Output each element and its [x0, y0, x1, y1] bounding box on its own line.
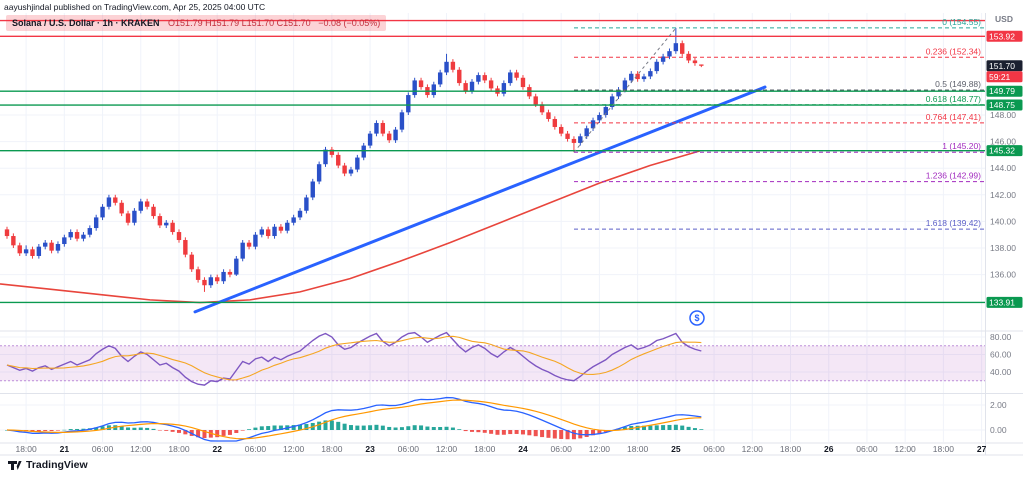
change-value: −0.08 (−0.05%) [318, 18, 381, 28]
svg-text:0.5 (149.88): 0.5 (149.88) [935, 79, 981, 89]
svg-text:149.79: 149.79 [989, 86, 1015, 96]
dollar-sticker-icon[interactable]: $ [689, 310, 705, 326]
svg-text:0.618 (148.77): 0.618 (148.77) [926, 94, 981, 104]
svg-text:40.00: 40.00 [990, 367, 1012, 377]
price-axis[interactable]: USD 148.00 146.00 144.00 142.00 140.00 138.00 1… [986, 14, 1023, 435]
svg-text:148.00: 148.00 [990, 110, 1016, 120]
svg-text:2.00: 2.00 [990, 400, 1007, 410]
svg-text:59:21: 59:21 [989, 72, 1011, 82]
macd-plot [5, 396, 704, 442]
svg-text:06:00: 06:00 [245, 444, 267, 454]
ohlc-values: O151.79 H151.79 L151.70 C151.70 [168, 18, 311, 28]
svg-text:146.00: 146.00 [990, 137, 1016, 147]
svg-text:22: 22 [212, 444, 222, 454]
svg-text:80.00: 80.00 [990, 332, 1012, 342]
svg-text:18:00: 18:00 [168, 444, 190, 454]
svg-text:145.32: 145.32 [989, 146, 1015, 156]
publish-info-text: aayushjindal published on TradingView.co… [4, 2, 266, 12]
svg-text:18:00: 18:00 [15, 444, 37, 454]
rsi-overbought-oversold-band [0, 345, 985, 382]
svg-text:138.00: 138.00 [990, 243, 1016, 253]
svg-text:60.00: 60.00 [990, 350, 1012, 360]
svg-text:12:00: 12:00 [895, 444, 917, 454]
svg-text:27: 27 [977, 444, 987, 454]
svg-text:06:00: 06:00 [92, 444, 114, 454]
svg-text:140.00: 140.00 [990, 216, 1016, 226]
svg-text:12:00: 12:00 [589, 444, 611, 454]
svg-text:24: 24 [518, 444, 528, 454]
svg-text:12:00: 12:00 [283, 444, 305, 454]
svg-text:26: 26 [824, 444, 834, 454]
svg-text:144.00: 144.00 [990, 163, 1016, 173]
svg-text:23: 23 [365, 444, 375, 454]
horizontal-lines[interactable] [0, 19, 985, 304]
svg-text:1.618 (139.42): 1.618 (139.42) [926, 218, 981, 228]
svg-text:1.236 (142.99): 1.236 (142.99) [926, 171, 981, 181]
rsi-plot [6, 331, 702, 386]
svg-text:0 (154.55): 0 (154.55) [942, 17, 981, 27]
svg-text:142.00: 142.00 [990, 190, 1016, 200]
candlesticks [4, 27, 704, 292]
svg-text:18:00: 18:00 [321, 444, 343, 454]
svg-text:06:00: 06:00 [551, 444, 573, 454]
svg-text:0.764 (147.41): 0.764 (147.41) [926, 112, 981, 122]
symbol-title: Solana / U.S. Dollar · 1h · KRAKEN [12, 18, 160, 28]
svg-text:18:00: 18:00 [627, 444, 649, 454]
svg-text:21: 21 [60, 444, 70, 454]
svg-text:148.75: 148.75 [989, 100, 1015, 110]
svg-text:136.00: 136.00 [990, 270, 1016, 280]
svg-text:18:00: 18:00 [474, 444, 496, 454]
footer: TradingView [8, 458, 88, 472]
svg-text:18:00: 18:00 [933, 444, 955, 454]
svg-text:12:00: 12:00 [130, 444, 152, 454]
svg-text:0.236 (152.34): 0.236 (152.34) [926, 46, 981, 56]
gridlines [0, 13, 985, 442]
svg-text:1 (145.20): 1 (145.20) [942, 141, 981, 151]
symbol-legend[interactable]: Solana / U.S. Dollar · 1h · KRAKEN O151.… [6, 15, 387, 31]
svg-text:25: 25 [671, 444, 681, 454]
publish-info-bar: aayushjindal published on TradingView.co… [0, 0, 1023, 13]
svg-text:12:00: 12:00 [742, 444, 764, 454]
svg-text:18:00: 18:00 [780, 444, 802, 454]
fib-retracement[interactable]: 0 (154.55) 0.236 (152.34) 0.5 (149.88) 0.61… [573, 17, 985, 230]
svg-text:06:00: 06:00 [398, 444, 420, 454]
time-axis[interactable]: 18:00 21 06:00 12:00 18:00 22 06:00 12:00 18:00 2… [15, 444, 986, 454]
svg-text:0.00: 0.00 [990, 425, 1007, 435]
svg-text:06:00: 06:00 [703, 444, 725, 454]
tradingview-brand-text[interactable]: TradingView [26, 459, 88, 471]
svg-text:151.70: 151.70 [989, 61, 1015, 71]
tradingview-logo-icon[interactable] [8, 458, 22, 472]
svg-text:133.91: 133.91 [989, 297, 1015, 307]
svg-text:153.92: 153.92 [989, 31, 1015, 41]
svg-text:$: $ [694, 313, 699, 323]
svg-text:USD: USD [995, 14, 1013, 24]
svg-text:12:00: 12:00 [436, 444, 458, 454]
svg-text:06:00: 06:00 [856, 444, 878, 454]
ma-line[interactable] [0, 150, 701, 304]
trendline[interactable] [193, 85, 767, 314]
